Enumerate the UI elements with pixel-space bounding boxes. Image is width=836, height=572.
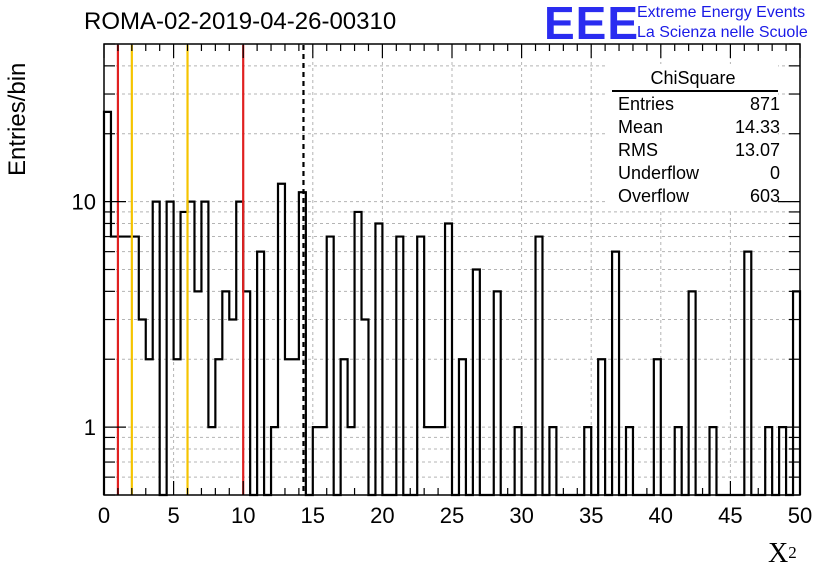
x-tick-label: 20 (370, 503, 394, 528)
stats-value: 871 (749, 94, 780, 114)
eee-logo: EEE Extreme Energy Events La Scienza nel… (544, 0, 834, 49)
logo-mark: EEE (544, 0, 640, 49)
axes-layer: 0 5 10 15 20 25 30 35 40 45 50 1 10 (72, 43, 812, 528)
x-axis-label-sup: 2 (788, 543, 797, 562)
x-tick-label: 35 (579, 503, 603, 528)
x-tick-label: 50 (788, 503, 812, 528)
reference-lines (116, 45, 305, 495)
stats-key: Overflow (618, 186, 690, 206)
x-tick-label: 40 (649, 503, 673, 528)
stats-value: 0 (769, 163, 780, 183)
stats-key: RMS (618, 140, 658, 160)
stats-value: 603 (749, 186, 780, 206)
stats-value: 14.33 (734, 117, 780, 137)
y-axis-label: Entries/bin (4, 62, 31, 176)
x-tick-label: 30 (509, 503, 533, 528)
stats-key: Entries (618, 94, 675, 114)
x-tick-label: 15 (301, 503, 325, 528)
statistics-box: ChiSquare Entries 871 Mean 14.33 RMS 13.… (608, 64, 780, 210)
histogram-outline (102, 110, 802, 497)
x-tick-label: 25 (440, 503, 464, 528)
stats-divider (612, 90, 778, 92)
histogram-layer (102, 110, 802, 497)
x-tick-label: 5 (167, 503, 179, 528)
stats-value: 13.07 (734, 140, 780, 160)
stats-key: Mean (618, 117, 664, 137)
x-axis-label: X2 (768, 538, 797, 570)
x-tick-label: 45 (718, 503, 742, 528)
stats-title: ChiSquare (650, 68, 736, 88)
x-tick-label: 10 (231, 503, 255, 528)
stats-key: Underflow (618, 163, 700, 183)
logo-line-2: La Scienza nelle Scuole (637, 24, 808, 41)
x-tick-label: 0 (98, 503, 110, 528)
y-tick-label: 10 (72, 190, 96, 215)
x-axis-label-base: X (768, 538, 789, 569)
run-title: ROMA-02-2019-04-26-00310 (84, 8, 397, 35)
y-tick-label: 1 (84, 415, 96, 440)
logo-line-1: Extreme Energy Events (637, 4, 806, 21)
